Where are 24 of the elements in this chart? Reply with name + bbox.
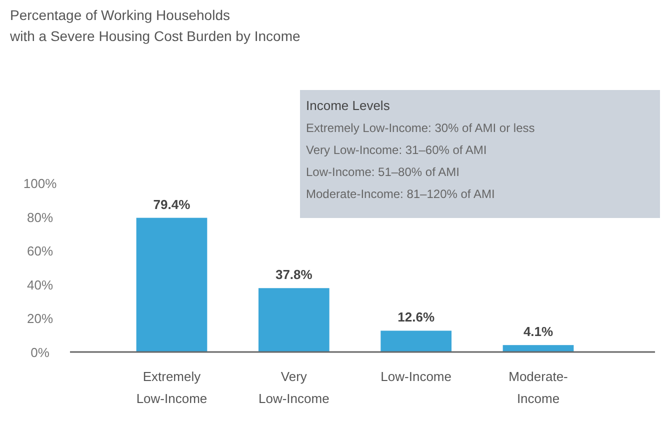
text: Extremely Low-Income: 30% of AMI or less [306, 121, 535, 135]
y-tick-label: 100% [23, 176, 58, 191]
x-tick-label: Very Low-Income [258, 369, 330, 406]
text: Low-Income: 51–80% of AMI [306, 165, 460, 179]
x-tick-label: Moderate- Income [508, 369, 568, 406]
y-tick-label: 20% [26, 311, 54, 326]
y-tick-label: 80% [26, 210, 54, 225]
text: Income Levels [306, 98, 390, 113]
bar [136, 218, 208, 352]
x-tick-label: Extremely Low-Income [136, 369, 208, 406]
data-label: 79.4% [153, 196, 191, 212]
bar [380, 330, 452, 352]
x-tick-label: Low-Income [380, 369, 452, 384]
bar [502, 345, 574, 352]
data-label: 37.8% [275, 267, 313, 282]
chart-title: Percentage of Working Households with a Severe Housing Cost Burden by Income [9, 7, 300, 44]
data-label: 4.1% [523, 324, 554, 340]
y-tick-label: 60% [26, 244, 54, 259]
y-tick-label: 40% [26, 277, 54, 292]
annotation: Moderate-Income: 81–120% of AMI [306, 187, 495, 201]
bar [258, 288, 330, 352]
text: Very Low-Income: 31–60% of AMI [306, 143, 487, 157]
data-label: 12.6% [398, 310, 435, 325]
y-tick-label: 0% [30, 345, 50, 360]
